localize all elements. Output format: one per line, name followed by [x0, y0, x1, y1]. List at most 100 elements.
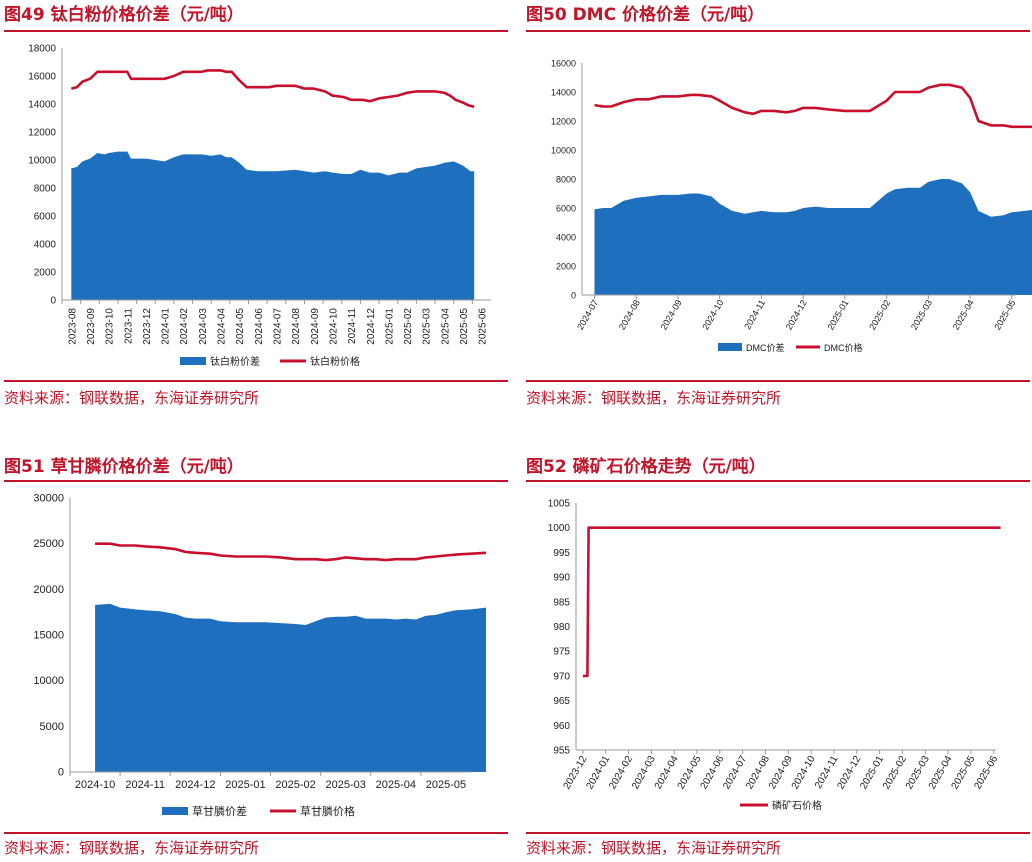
chart-50-svg: 0 2000 4000 6000 8000 10000 12000 14000 16000 202…	[551, 59, 1032, 353]
x-tick-label: 2025-04	[376, 779, 416, 791]
x-tick-label: 2023-08	[67, 308, 78, 345]
series-area-DMC价差	[594, 179, 1032, 295]
source-rule	[4, 832, 508, 834]
y-tick-label: 960	[553, 721, 570, 732]
y-tick-label: 18000	[28, 44, 56, 55]
y-tick-label: 0	[58, 767, 64, 779]
y-tick-label: 1005	[548, 499, 571, 510]
x-tick-label: 2024-02	[179, 308, 190, 345]
y-tick-label: 0	[571, 291, 576, 301]
x-tick-label: 2024-06	[254, 308, 265, 345]
x-tick-label: 2024-10	[328, 308, 339, 345]
chart-51-svg: 0 5000 10000 15000 20000 25000 30000 2024-10 202…	[33, 493, 487, 818]
chart-panel-52: 图52 磷矿石价格走势（元/吨） 955 960 965 970 975 980 985 99…	[526, 452, 1030, 862]
chart-panel-51: 图51 草甘膦价格价差（元/吨） 0 5000 10000 15000 20000 250…	[4, 452, 508, 862]
x-tick-label: 2025-03	[422, 308, 433, 345]
series-line-草甘膦价格	[95, 542, 487, 562]
series-line-磷矿石价格	[582, 526, 1001, 678]
legend-label: DMC价格	[824, 342, 863, 353]
y-tick-label: 0	[50, 296, 56, 307]
x-tick-label: 2023-09	[86, 308, 97, 345]
y-tick-label: 14000	[551, 88, 576, 98]
x-tick-label: 2025-06	[478, 308, 489, 345]
x-tick-label: 2024-11	[742, 298, 767, 331]
series-line-钛白粉价格	[70, 69, 475, 109]
x-tick-label: 2024-12	[175, 779, 215, 791]
x-tick-label: 2025-05	[426, 779, 466, 791]
x-tick-label: 2023-11	[123, 308, 134, 344]
source-rule	[4, 380, 508, 382]
y-tick-label: 10000	[551, 146, 576, 156]
x-tick-label: 2025-01	[225, 779, 265, 791]
x-tick-label: 2024-10	[700, 298, 725, 332]
x-tick-label: 2025-02	[275, 779, 315, 791]
x-tick-label: 2024-07	[273, 308, 284, 345]
y-tick-label: 10000	[28, 156, 56, 167]
source-note: 资料来源：钢联数据，东海证券研究所	[526, 389, 782, 407]
title-rule	[4, 30, 508, 32]
legend-label: 钛白粉价格	[310, 355, 360, 368]
y-tick-label: 16000	[551, 59, 576, 69]
x-tick-label: 2024-07	[575, 298, 600, 332]
x-tick-label: 2025-04	[440, 308, 451, 345]
x-tick-label: 2024-10	[75, 779, 115, 791]
y-tick-label: 15000	[33, 630, 64, 642]
x-tick-label: 2024-09	[659, 298, 684, 332]
x-tick-label: 2024-12	[784, 298, 809, 332]
series-area-钛白粉价差	[71, 151, 475, 300]
legend-swatch-area	[180, 357, 206, 365]
chart-panel-49: 图49 钛白粉价格价差（元/吨） 0 2000 4000 6000 8000 10000 1…	[4, 0, 508, 420]
y-tick-label: 6000	[34, 212, 57, 223]
x-tick-label: 2024-11	[125, 779, 165, 791]
series-area-草甘膦价差	[95, 603, 486, 772]
chart-title: 图52 磷矿石价格走势（元/吨）	[526, 457, 766, 477]
y-tick-label: 12000	[28, 128, 56, 139]
legend-label: 钛白粉价差	[210, 355, 260, 368]
y-tick-label: 2000	[556, 262, 576, 272]
chart-49-svg: 0 2000 4000 6000 8000 10000 12000 14000 16000 180…	[28, 44, 491, 368]
x-tick-label: 2025-03	[909, 298, 934, 332]
x-tick-label: 2025-02	[403, 308, 414, 345]
y-tick-label: 995	[553, 548, 570, 559]
y-tick-label: 980	[553, 622, 570, 633]
x-tick-label: 2024-05	[235, 308, 246, 345]
y-tick-label: 1000	[548, 523, 571, 534]
x-tick-label: 2025-01	[825, 298, 850, 332]
y-tick-label: 14000	[28, 100, 56, 111]
y-tick-label: 20000	[33, 584, 64, 596]
y-tick-label: 985	[553, 597, 570, 608]
y-tick-label: 8000	[556, 175, 576, 185]
y-tick-label: 8000	[34, 184, 57, 195]
y-tick-label: 965	[553, 696, 570, 707]
source-note: 资料来源：钢联数据，东海证券研究所	[526, 839, 782, 857]
legend-label: 草甘膦价差	[192, 804, 247, 818]
x-tick-label: 2025-02	[867, 298, 892, 332]
y-tick-label: 975	[553, 647, 570, 658]
y-tick-label: 990	[553, 573, 570, 584]
y-tick-label: 2000	[34, 268, 57, 279]
x-tick-label: 2024-04	[217, 308, 228, 345]
source-note: 资料来源：钢联数据，东海证券研究所	[4, 839, 260, 857]
source-rule	[526, 380, 1030, 382]
chart-title: 图50 DMC 价格价差（元/吨）	[526, 5, 765, 25]
x-tick-label: 2025-05	[992, 298, 1017, 332]
x-tick-label: 2025-05	[459, 308, 470, 345]
legend-swatch-area	[718, 343, 742, 351]
y-tick-label: 955	[553, 746, 570, 757]
title-rule	[526, 480, 1030, 482]
x-tick-label: 2024-09	[310, 308, 321, 345]
chart-title: 图49 钛白粉价格价差（元/吨）	[4, 5, 244, 25]
title-rule	[526, 30, 1030, 32]
x-tick-label: 2025-04	[951, 298, 976, 332]
x-tick-label: 2024-01	[161, 308, 172, 345]
y-tick-label: 6000	[556, 204, 576, 214]
y-tick-label: 25000	[33, 538, 64, 550]
y-tick-label: 5000	[40, 721, 64, 733]
y-tick-label: 16000	[28, 72, 56, 83]
x-tick-label: 2025-03	[326, 779, 366, 791]
source-note: 资料来源：钢联数据，东海证券研究所	[4, 389, 260, 407]
legend-label: 草甘膦价格	[300, 804, 355, 818]
title-rule	[4, 480, 508, 482]
x-tick-label: 2024-12	[366, 308, 377, 345]
source-rule	[526, 832, 1030, 834]
